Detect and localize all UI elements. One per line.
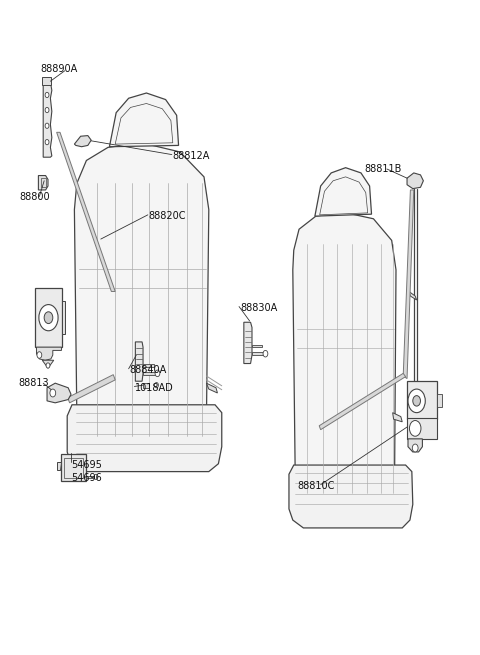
Bar	[35, 288, 62, 347]
Text: 88890A: 88890A	[41, 64, 78, 74]
Polygon shape	[42, 360, 54, 368]
Polygon shape	[143, 364, 154, 367]
Polygon shape	[57, 132, 115, 291]
Bar	[143, 383, 149, 388]
Text: 88830A: 88830A	[240, 303, 277, 313]
Text: 54696: 54696	[71, 473, 102, 483]
Text: 88820C: 88820C	[149, 211, 186, 221]
Polygon shape	[437, 394, 442, 407]
Polygon shape	[43, 82, 52, 157]
Circle shape	[155, 383, 158, 388]
Text: 88813: 88813	[18, 378, 49, 388]
Circle shape	[46, 363, 50, 368]
Circle shape	[412, 444, 418, 452]
Circle shape	[45, 92, 49, 98]
Bar	[64, 458, 83, 478]
Polygon shape	[86, 476, 94, 478]
Polygon shape	[109, 93, 179, 147]
Circle shape	[413, 396, 420, 406]
Polygon shape	[409, 291, 417, 300]
Text: 88811B: 88811B	[365, 164, 402, 174]
Polygon shape	[68, 375, 115, 403]
Circle shape	[39, 305, 58, 331]
Polygon shape	[135, 342, 143, 381]
Polygon shape	[38, 176, 48, 190]
Polygon shape	[143, 372, 155, 375]
Bar	[61, 454, 86, 481]
Polygon shape	[319, 373, 406, 430]
Text: 88800: 88800	[19, 191, 50, 202]
Polygon shape	[252, 352, 263, 355]
Circle shape	[94, 474, 98, 479]
Polygon shape	[47, 383, 71, 403]
Text: 88840A: 88840A	[130, 365, 167, 375]
Text: 88810C: 88810C	[298, 481, 335, 491]
Circle shape	[155, 370, 160, 377]
Circle shape	[50, 389, 56, 397]
Polygon shape	[252, 345, 262, 347]
Circle shape	[408, 389, 425, 413]
Polygon shape	[393, 413, 402, 422]
Text: 88812A: 88812A	[173, 151, 210, 161]
Polygon shape	[57, 462, 61, 470]
Polygon shape	[62, 301, 65, 334]
Bar	[407, 418, 437, 439]
Polygon shape	[244, 322, 252, 364]
Polygon shape	[36, 347, 61, 360]
Circle shape	[45, 107, 49, 113]
Polygon shape	[67, 405, 222, 472]
Circle shape	[409, 421, 421, 436]
Circle shape	[45, 140, 49, 145]
Polygon shape	[407, 173, 423, 189]
Polygon shape	[403, 190, 414, 379]
Circle shape	[37, 352, 42, 358]
Polygon shape	[74, 143, 209, 453]
Polygon shape	[42, 77, 51, 85]
Circle shape	[45, 123, 49, 128]
Polygon shape	[206, 383, 217, 393]
Polygon shape	[408, 439, 422, 452]
Text: 54695: 54695	[71, 460, 102, 470]
Polygon shape	[293, 212, 396, 509]
Circle shape	[44, 312, 53, 324]
Polygon shape	[315, 168, 372, 216]
Polygon shape	[289, 465, 413, 528]
Text: 1018AD: 1018AD	[135, 383, 174, 393]
Bar	[407, 381, 437, 419]
Circle shape	[263, 350, 268, 357]
Polygon shape	[74, 136, 91, 147]
